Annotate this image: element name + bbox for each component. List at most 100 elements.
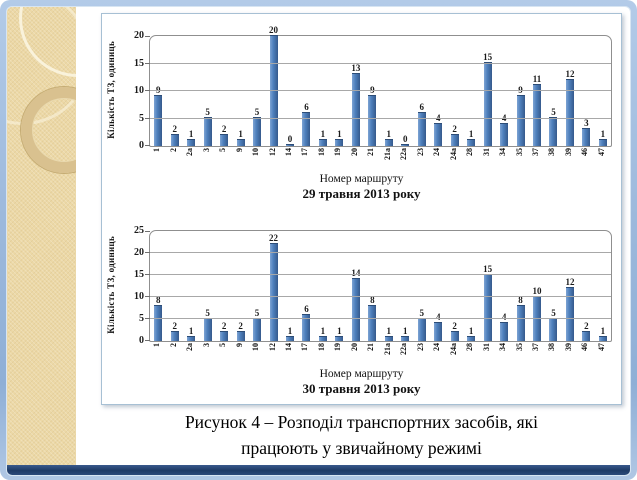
x-tick-label: 12 (264, 343, 280, 370)
x-tick-label: 9 (231, 343, 247, 370)
x-tick-label-text: 46 (580, 148, 590, 156)
y-tick-label: 10 (134, 85, 144, 96)
bar-value-label: 22 (269, 233, 279, 243)
bar-slot: 5 (545, 36, 561, 146)
x-tick-label-text: 19 (333, 343, 343, 351)
x-tick-label-text: 28 (465, 343, 475, 351)
bar-slot: 8 (364, 231, 380, 341)
bar-value-label: 1 (188, 326, 194, 336)
x-tick-label-text: 10 (251, 148, 261, 156)
x-tick-label-text: 35 (514, 343, 524, 351)
y-tick-mark (145, 90, 150, 91)
bar-value-label: 0 (287, 134, 293, 144)
y-tick-mark (145, 231, 150, 232)
bar-slot: 2 (446, 231, 462, 341)
x-tick-label: 22а (396, 148, 412, 175)
bar-slot: 9 (150, 36, 166, 146)
bar-slot: 10 (529, 231, 545, 341)
x-tick-label-text: 24 (432, 148, 442, 156)
y-tick-mark (145, 340, 150, 341)
bar-slot: 13 (348, 36, 364, 146)
bar-value-label: 12 (565, 69, 575, 79)
x-tick-label-text: 38 (547, 148, 557, 156)
bar-slot: 2 (216, 231, 232, 341)
x-tick-label: 34 (495, 343, 511, 370)
bars-container: 8 2 1 5 2 2 5 22 1 6 1 1 14 8 1 1 5 4 2 1 15 4 8 10 5 12 2 1 (150, 231, 611, 341)
x-tick-label: 35 (511, 343, 527, 370)
y-tick-label: 15 (134, 57, 144, 69)
bar-value-label: 2 (452, 124, 457, 134)
x-tick-label: 46 (577, 343, 593, 370)
x-tick-label: 3 (198, 343, 214, 370)
bar-slot: 4 (430, 36, 446, 146)
bar (500, 322, 509, 341)
bar (417, 112, 426, 146)
bar (220, 331, 229, 341)
bar-slot: 9 (364, 36, 380, 146)
bar (335, 336, 344, 341)
bar-value-label: 1 (600, 326, 606, 336)
bar (582, 331, 591, 341)
gridline (150, 62, 611, 64)
bar-slot: 2 (232, 231, 248, 341)
gridline (150, 296, 611, 297)
y-tick-mark (145, 296, 150, 297)
x-tick-label-text: 24а (448, 343, 458, 355)
bar-value-label: 2 (238, 321, 243, 331)
bar (598, 336, 607, 341)
bar (170, 331, 179, 341)
bar-slot: 1 (331, 36, 347, 146)
bar-value-label: 1 (238, 129, 243, 139)
x-tick-label-text: 31 (481, 148, 491, 156)
x-tick-label: 18 (314, 148, 330, 175)
x-tick-label-text: 39 (563, 343, 573, 351)
x-tick-label-text: 10 (251, 343, 261, 351)
x-tick-label-text: 21а (382, 148, 392, 160)
x-tick-label: 46 (577, 148, 593, 175)
bar-slot: 1 (381, 231, 397, 341)
x-tick-label: 14 (281, 148, 297, 175)
x-tick-label: 39 (561, 148, 577, 175)
x-tick-label: 14 (281, 343, 297, 370)
bar (368, 95, 377, 146)
gridline (150, 318, 611, 319)
x-axis-title: Номер маршруту (319, 173, 404, 185)
bar (253, 117, 262, 146)
bar (318, 336, 327, 341)
x-tick-label: 24 (429, 343, 445, 370)
y-tick-label: 5 (139, 313, 144, 324)
bar-slot: 8 (512, 231, 528, 341)
y-tick-label: 0 (139, 140, 144, 151)
bar (533, 84, 542, 146)
x-tick-label-text: 14 (283, 343, 293, 351)
bar-value-label: 6 (419, 102, 424, 112)
x-tick-label: 18 (314, 343, 330, 370)
x-tick-label-text: 24а (448, 148, 458, 160)
bar-value-label: 1 (403, 326, 408, 336)
y-axis-title: Кількість ТЗ, одиниць (104, 32, 118, 148)
bar-slot: 15 (479, 231, 495, 341)
bar (565, 287, 574, 341)
x-tick-label-text: 3 (201, 148, 211, 152)
x-tick-label-text: 38 (547, 343, 557, 351)
bar-slot: 3 (578, 36, 594, 146)
bar-slot: 1 (315, 231, 331, 341)
x-tick-label-text: 9 (234, 148, 244, 152)
x-tick-label-text: 3 (201, 343, 211, 347)
x-tick-label-text: 31 (481, 343, 491, 351)
bar (598, 139, 607, 146)
bar (417, 318, 426, 341)
x-tick-label: 1 (149, 343, 165, 370)
x-tick-label-text: 23 (415, 343, 425, 351)
x-tick-label: 10 (248, 343, 264, 370)
bar (384, 139, 393, 146)
x-tick-label: 19 (330, 148, 346, 175)
bar-value-label: 6 (304, 102, 309, 112)
y-tick-label: 25 (134, 225, 144, 236)
y-tick-mark (145, 36, 150, 37)
bar (285, 144, 294, 146)
bar-value-label: 2 (221, 321, 227, 331)
